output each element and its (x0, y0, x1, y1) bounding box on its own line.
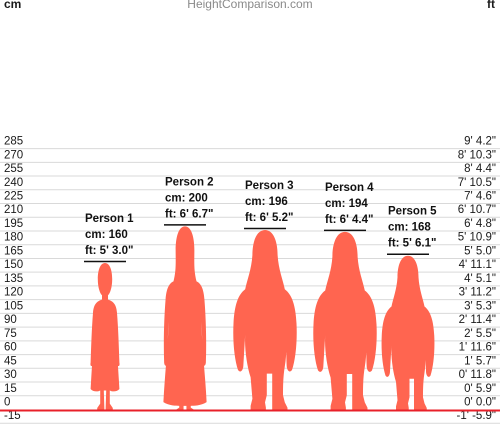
ft-tick-label: -1' -5.9" (456, 410, 496, 422)
ft-tick-label: 5' 10.9" (458, 232, 496, 244)
cm-tick-label: 225 (4, 191, 23, 203)
right-unit-label: ft (487, 0, 495, 11)
person-silhouette (313, 231, 377, 410)
cm-tick-label: 45 (4, 355, 17, 367)
ft-tick-label: 2' 11.4" (459, 314, 496, 326)
person-label-name: Person 5 (388, 206, 437, 218)
ft-tick-label: 1' 5.7" (464, 355, 496, 367)
cm-tick-label: -15 (4, 410, 21, 422)
ft-tick-label: 0' 5.9" (464, 383, 496, 395)
ft-tick-label: 5' 5.0" (464, 245, 496, 257)
cm-tick-label: 15 (4, 383, 17, 395)
cm-tick-label: 240 (4, 177, 23, 189)
cm-tick-label: 120 (4, 287, 23, 299)
person-label-name: Person 2 (165, 176, 214, 188)
cm-tick-label: 165 (4, 245, 23, 257)
person-label-cm: cm: 200 (165, 192, 208, 204)
site-title: HeightComparison.com (187, 0, 312, 11)
cm-tick-label: 30 (4, 369, 17, 381)
person-silhouette (233, 230, 297, 410)
ft-tick-label: 6' 4.8" (464, 218, 496, 230)
cm-tick-label: 0 (4, 397, 10, 409)
ft-axis: 9' 4.2"8' 10.3"8' 4.4"7' 10.5"7' 4.6"6' … (456, 136, 496, 423)
person-figure (313, 231, 377, 410)
person-silhouette (163, 226, 207, 410)
cm-tick-label: 135 (4, 273, 23, 285)
cm-tick-label: 180 (4, 232, 23, 244)
person-label-name: Person 3 (245, 180, 294, 192)
ft-tick-label: 3' 5.3" (464, 300, 496, 312)
person-figures (90, 226, 435, 410)
person-label-ft: ft: 5' 3.0" (85, 245, 133, 257)
ft-tick-label: 0' 11.8" (459, 369, 496, 381)
person-label-ft: ft: 5' 6.1" (388, 238, 436, 250)
person-figure (381, 255, 435, 410)
ft-tick-label: 8' 4.4" (464, 163, 496, 175)
person-label-ft: ft: 6' 5.2" (245, 212, 293, 224)
person-figure (233, 230, 297, 410)
ft-tick-label: 0' 0.0" (464, 397, 496, 409)
cm-tick-label: 105 (4, 300, 23, 312)
person-label-ft: ft: 6' 4.4" (325, 214, 373, 226)
ft-tick-label: 7' 10.5" (458, 177, 496, 189)
person-figure (90, 263, 120, 410)
person-label-cm: cm: 196 (245, 196, 288, 208)
person-silhouette (90, 263, 120, 410)
ft-tick-label: 1' 11.6" (459, 342, 496, 354)
person-label-cm: cm: 194 (325, 198, 368, 210)
ft-tick-label: 3' 11.2" (459, 287, 496, 299)
cm-tick-label: 75 (4, 328, 17, 340)
left-unit-label: cm (4, 0, 21, 11)
ft-tick-label: 7' 4.6" (464, 191, 496, 203)
cm-tick-label: 150 (4, 259, 23, 271)
cm-tick-label: 90 (4, 314, 17, 326)
ft-tick-label: 9' 4.2" (464, 136, 496, 148)
ft-tick-label: 8' 10.3" (458, 149, 496, 161)
cm-tick-label: 210 (4, 204, 23, 216)
person-label-cm: cm: 160 (85, 229, 128, 241)
person-label-ft: ft: 6' 6.7" (165, 208, 213, 220)
cm-tick-label: 255 (4, 163, 23, 175)
person-label-name: Person 1 (85, 213, 134, 225)
ft-tick-label: 6' 10.7" (458, 204, 496, 216)
cm-tick-label: 195 (4, 218, 23, 230)
cm-tick-label: 270 (4, 149, 23, 161)
person-labels: Person 1 cm: 160 ft: 5' 3.0" Person 2 cm: 20… (84, 176, 437, 263)
person-silhouette (381, 255, 435, 410)
ft-tick-label: 4' 11.1" (459, 259, 496, 271)
ft-tick-label: 4' 5.1" (464, 273, 496, 285)
cm-axis: 2852702552402252101951801651501351201059… (4, 136, 23, 423)
person-label-name: Person 4 (325, 182, 374, 194)
ft-tick-label: 2' 5.5" (464, 328, 496, 340)
cm-tick-label: 60 (4, 342, 17, 354)
person-figure (163, 226, 207, 410)
person-label-cm: cm: 168 (388, 222, 431, 234)
cm-tick-label: 285 (4, 136, 23, 148)
